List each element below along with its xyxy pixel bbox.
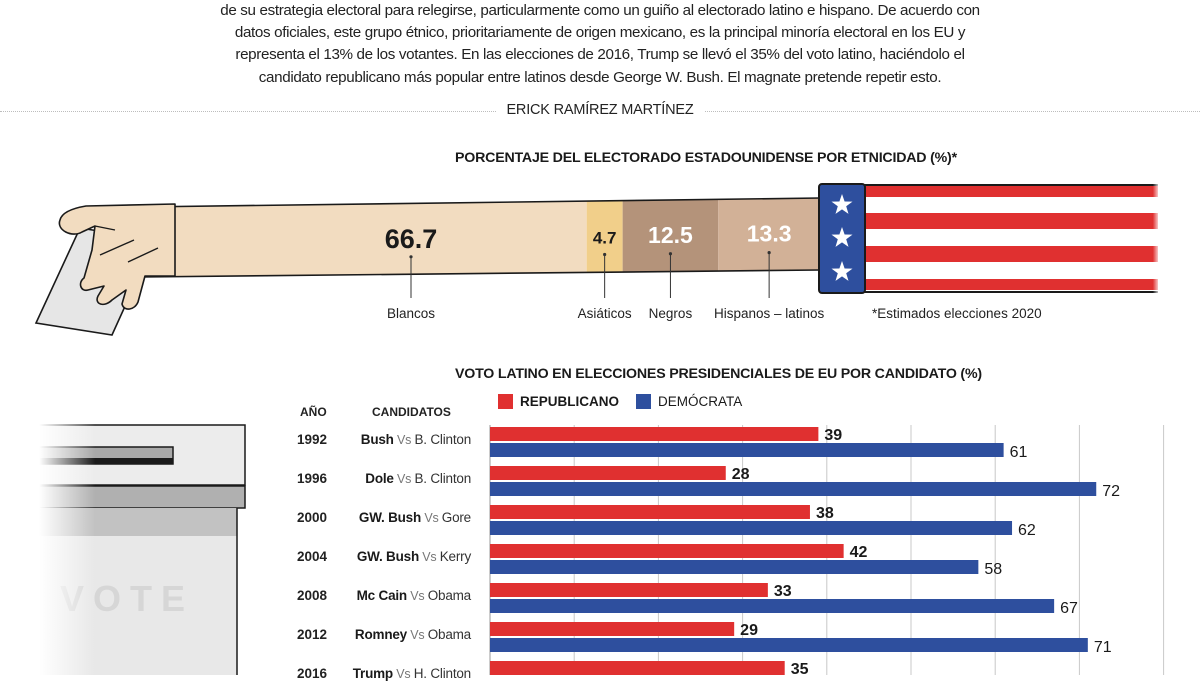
row-candidates: Dole Vs B. Clinton <box>271 471 471 486</box>
star-icon <box>831 227 853 247</box>
candidate-democrat: B. Clinton <box>414 432 471 447</box>
intro-paragraph: de su estrategia electoral para relegirs… <box>150 0 1050 89</box>
candidate-vs: Vs <box>393 472 415 486</box>
intro-line: datos oficiales, este grupo étnico, prio… <box>234 24 966 42</box>
ethnicity-segment <box>718 198 820 272</box>
hand-icon <box>58 203 176 310</box>
bar-label-republican: 33 <box>774 583 792 600</box>
bar-republican <box>490 427 819 441</box>
ethnicity-value-label: 4.7 <box>593 229 617 248</box>
candidate-republican: Dole <box>365 471 394 486</box>
bar-republican <box>490 583 768 597</box>
candidate-democrat: Obama <box>427 588 471 603</box>
candidate-republican: Bush <box>360 432 394 447</box>
bar-label-democrat: 72 <box>1102 483 1120 500</box>
ethnicity-segment <box>140 201 587 277</box>
ballot-box-icon: VOTE <box>0 400 280 675</box>
column-header-year: AÑO <box>300 405 327 419</box>
ethnicity-category-label: Blancos <box>387 306 435 321</box>
row-year: 2004 <box>296 549 328 564</box>
bar-democrat <box>490 599 1055 613</box>
candidate-vs: Vs <box>393 433 415 447</box>
legend-swatch-democrat <box>636 394 651 409</box>
latino-vote-chart-title: VOTO LATINO EN ELECCIONES PRESIDENCIALES… <box>455 366 982 382</box>
legend-swatch-republican <box>498 394 513 409</box>
ethnicity-value-label: 66.7 <box>385 224 438 254</box>
candidate-vs: Vs <box>406 589 428 603</box>
legend-label-republican: REPUBLICANO <box>520 394 620 409</box>
bar-republican <box>490 544 844 558</box>
candidate-vs: Vs <box>421 511 442 525</box>
column-header-candidates: CANDIDATOS <box>372 405 451 419</box>
bar-democrat <box>490 521 1013 535</box>
row-candidates: GW. Bush Vs Gore <box>271 510 471 525</box>
bar-republican <box>490 466 726 480</box>
ethnicity-category-label: Negros <box>649 306 693 321</box>
bar-label-democrat: 58 <box>984 561 1002 578</box>
bar-label-republican: 29 <box>740 622 758 639</box>
ethnicity-segment <box>586 200 623 273</box>
row-candidates: Romney Vs Obama <box>271 627 471 642</box>
intro-line: de su estrategia electoral para relegirs… <box>220 2 980 19</box>
star-icon <box>831 194 853 214</box>
bar-republican <box>490 505 810 519</box>
ethnicity-footnote: *Estimados elecciones 2020 <box>872 306 1042 321</box>
bar-label-democrat: 61 <box>1010 444 1028 461</box>
candidate-republican: Mc Cain <box>356 588 408 603</box>
bar-label-democrat: 62 <box>1018 522 1036 539</box>
bar-democrat <box>490 482 1097 496</box>
legend-republican: REPUBLICANO <box>498 394 619 409</box>
intro-line: candidato republicano más popular entre … <box>258 68 942 86</box>
row-year: 2000 <box>296 510 328 525</box>
candidate-republican: Romney <box>354 627 407 642</box>
candidate-vs: Vs <box>419 550 440 564</box>
row-year: 1996 <box>296 471 328 486</box>
us-flag-cuff-icon <box>818 180 1160 296</box>
bar-label-republican: 35 <box>791 661 809 675</box>
bar-democrat <box>490 560 979 574</box>
candidate-democrat: Gore <box>441 510 471 525</box>
candidate-vs: Vs <box>406 628 428 642</box>
bar-democrat <box>490 638 1088 652</box>
candidate-republican: GW. Bush <box>358 510 422 525</box>
row-candidates: Bush Vs B. Clinton <box>271 432 471 447</box>
candidate-democrat: Obama <box>427 627 471 642</box>
bar-label-republican: 28 <box>732 466 750 483</box>
ethnicity-category-label: Hispanos – latinos <box>714 306 825 321</box>
bar-republican <box>490 661 785 675</box>
candidate-democrat: Kerry <box>439 549 471 564</box>
row-year: 1992 <box>296 432 328 447</box>
byline: ERICK RAMÍREZ MARTÍNEZ <box>496 102 704 118</box>
bar-label-republican: 38 <box>816 505 834 522</box>
candidate-republican: GW. Bush <box>356 549 419 564</box>
ethnicity-value-label: 13.3 <box>747 221 792 247</box>
bar-democrat <box>490 443 1004 457</box>
bar-label-republican: 39 <box>824 427 842 444</box>
bar-label-democrat: 71 <box>1094 639 1112 656</box>
legend-label-democrat: DEMÓCRATA <box>658 394 743 409</box>
star-icon <box>831 261 853 281</box>
ethnicity-chart: 66.7 4.7 12.5 13.3 Blancos Asiáticos Neg… <box>34 180 1160 336</box>
row-year: 2008 <box>296 588 328 603</box>
ethnicity-category-label: Asiáticos <box>578 306 632 321</box>
ethnicity-chart-title: PORCENTAJE DEL ELECTORADO ESTADOUNIDENSE… <box>455 150 957 166</box>
ethnicity-value-label: 12.5 <box>648 222 693 248</box>
bar-label-democrat: 67 <box>1060 600 1078 617</box>
row-year: 2012 <box>296 627 328 642</box>
row-candidates: GW. Bush Vs Kerry <box>271 549 471 564</box>
intro-line: representa el 13% de los votantes. En la… <box>235 46 965 64</box>
legend-democrat: DEMÓCRATA <box>636 394 742 409</box>
candidate-democrat: B. Clinton <box>414 471 471 486</box>
bar-label-republican: 42 <box>850 544 868 561</box>
bar-republican <box>490 622 735 636</box>
ethnicity-segment <box>622 199 719 273</box>
row-candidates: Mc Cain Vs Obama <box>271 588 472 603</box>
byline-row: ERICK RAMÍREZ MARTÍNEZ <box>0 100 1200 122</box>
